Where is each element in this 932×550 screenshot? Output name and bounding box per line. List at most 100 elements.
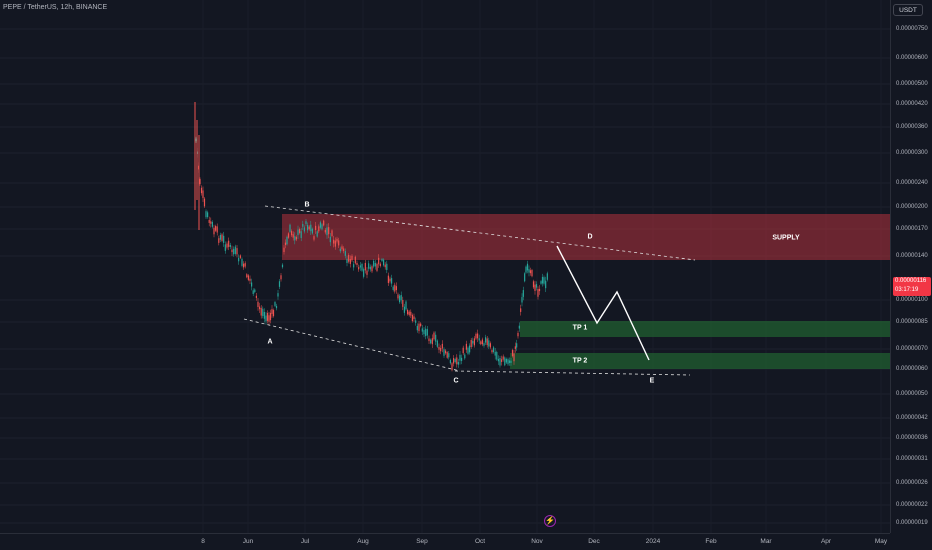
candle-body xyxy=(269,312,272,321)
candle-body xyxy=(351,255,353,261)
price-tick-label: 0.00000085 xyxy=(896,319,928,325)
time-tick-label: Feb xyxy=(705,538,717,545)
candle-body xyxy=(238,257,240,262)
price-tick-label: 0.00000360 xyxy=(896,124,928,130)
time-tick-label: Aug xyxy=(357,538,369,545)
lower-trendline[interactable] xyxy=(243,318,461,372)
chart-pane[interactable]: PEPE / TetherUS, 12h, BINANCE A B C D E … xyxy=(0,0,890,533)
candle-body xyxy=(392,286,394,290)
candle-body xyxy=(394,284,396,292)
countdown-timer: 03:17:19 xyxy=(895,287,919,293)
candle-body xyxy=(413,316,415,319)
candle-body xyxy=(255,295,257,298)
candle-body xyxy=(356,262,358,265)
candle-body xyxy=(423,330,425,335)
candle-body xyxy=(524,273,526,282)
tp1-zone[interactable] xyxy=(520,321,890,337)
candle-body xyxy=(221,234,223,241)
candle-body xyxy=(218,238,220,243)
candle-body xyxy=(510,360,512,363)
candle-body xyxy=(328,227,330,235)
candle-body xyxy=(339,248,341,252)
candle-body xyxy=(310,224,312,232)
price-tick-label: 0.00000050 xyxy=(896,391,928,397)
candle-body xyxy=(456,357,458,365)
candle-body xyxy=(475,333,477,339)
candle-body xyxy=(407,309,409,315)
price-tick-label: 0.00000200 xyxy=(896,204,928,210)
supply-label: SUPPLY xyxy=(772,234,800,242)
candle-body xyxy=(405,301,407,310)
candle-body xyxy=(483,343,485,346)
candle-body xyxy=(262,308,264,317)
candle-body xyxy=(226,243,228,248)
time-tick-label: May xyxy=(874,538,888,545)
candle-body xyxy=(324,229,326,233)
time-tick-label: Sep xyxy=(416,538,428,545)
candle-body xyxy=(517,332,519,337)
candle-body xyxy=(333,239,335,244)
candle-body xyxy=(329,236,331,243)
candle-body xyxy=(263,312,265,319)
wave-label-e: E xyxy=(649,377,655,385)
candle-body xyxy=(215,226,217,231)
candle-body xyxy=(318,226,320,232)
candle-body xyxy=(369,266,371,270)
symbol-title[interactable]: PEPE / TetherUS, 12h, BINANCE xyxy=(3,4,108,11)
candle-body xyxy=(465,343,467,350)
candle-body xyxy=(469,345,471,353)
candle-body xyxy=(271,309,273,314)
base-trendline[interactable] xyxy=(454,370,691,376)
price-axis[interactable]: 0.00000750 0.00000600 0.00000500 0.00000420… xyxy=(890,0,932,533)
time-tick-label: Jun xyxy=(242,538,254,545)
candle-body xyxy=(421,328,423,332)
price-tick-label: 0.00000420 xyxy=(896,101,928,107)
candle-body xyxy=(428,338,430,342)
candle-body xyxy=(400,294,402,301)
candle-body xyxy=(514,346,516,349)
wave-label-a: A xyxy=(267,338,273,346)
candle-body xyxy=(223,235,225,243)
candle-body xyxy=(499,358,501,366)
candle-body xyxy=(507,359,509,365)
price-tick-label: 0.00000019 xyxy=(896,520,928,526)
candle-body xyxy=(305,221,307,224)
candle-body xyxy=(366,270,368,275)
candle-body xyxy=(546,273,548,280)
candle-body xyxy=(461,357,463,361)
candle-body xyxy=(529,270,532,274)
candle-body xyxy=(403,306,405,313)
candle-body xyxy=(440,348,442,352)
candle-body xyxy=(411,314,413,322)
candle-body xyxy=(431,338,433,345)
candle-body xyxy=(200,187,203,194)
price-chart[interactable] xyxy=(0,0,890,533)
candle-body xyxy=(303,227,305,232)
candle-body xyxy=(236,248,238,255)
candle-body xyxy=(408,311,410,316)
candle-body xyxy=(430,339,432,344)
candle-body xyxy=(415,320,417,323)
flash-icon[interactable]: ⚡ xyxy=(544,515,556,527)
candle-body xyxy=(363,269,365,277)
candle-body xyxy=(522,290,524,297)
upper-trendline[interactable] xyxy=(264,205,696,261)
candle-body xyxy=(199,179,201,185)
price-tick-label: 0.00000026 xyxy=(896,480,928,486)
candle-body xyxy=(410,311,412,316)
candle-body xyxy=(359,265,361,268)
candle-body xyxy=(537,289,539,297)
supply-zone[interactable] xyxy=(282,214,890,260)
time-tick-label: Dec xyxy=(588,538,600,545)
time-tick-label: Apr xyxy=(820,538,832,545)
currency-badge[interactable]: USDT xyxy=(893,4,923,16)
tp2-zone[interactable] xyxy=(510,353,890,369)
candle-body xyxy=(249,278,251,281)
candle-body xyxy=(467,347,469,354)
time-axis[interactable]: 8 Jun Jul Aug Sep Oct Nov Dec 2024 Feb Mar Apr May xyxy=(0,533,890,550)
candle-body xyxy=(526,263,529,271)
candle-body xyxy=(313,236,315,240)
candle-body xyxy=(286,236,288,245)
candle-body xyxy=(244,263,246,267)
projection-path[interactable] xyxy=(556,245,650,361)
